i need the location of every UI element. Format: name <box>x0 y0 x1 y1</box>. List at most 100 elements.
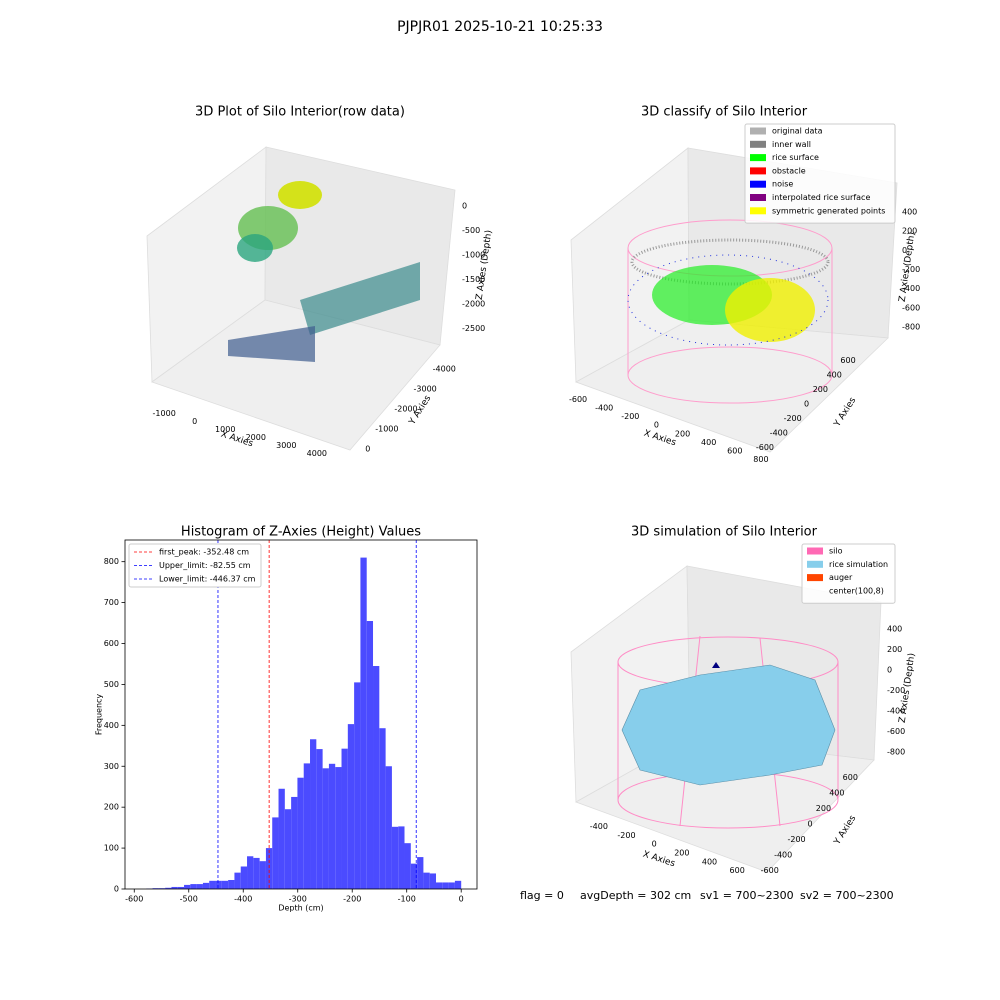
legend-label: silo <box>829 547 843 556</box>
x-tick-label: -1000 <box>153 409 176 418</box>
z-tick-label: -600 <box>902 303 920 312</box>
x-tick-label: -500 <box>180 895 198 904</box>
x-tick-label: -200 <box>621 412 639 421</box>
y-tick-label: 0 <box>365 445 370 454</box>
legend-label: Upper_limit: -82.55 cm <box>159 561 251 570</box>
bar <box>196 884 203 889</box>
z-tick-label: -2500 <box>462 324 485 333</box>
bar <box>228 879 235 889</box>
y-tick-label: 200 <box>104 803 119 812</box>
legend-label: noise <box>772 180 793 189</box>
x-tick-label: 3000 <box>276 441 296 450</box>
y-axis-label: Frequency <box>95 694 104 736</box>
x-tick-label: 600 <box>730 866 745 875</box>
bar <box>297 777 304 889</box>
legend-swatch <box>750 207 766 215</box>
bar <box>284 809 292 889</box>
y-tick-label: 300 <box>104 762 119 771</box>
y-tick-label: -1000 <box>375 425 398 434</box>
x-tick-label: 0 <box>654 421 659 430</box>
y-tick-label: 800 <box>104 557 119 566</box>
z-tick-label: -1000 <box>462 250 485 259</box>
bar <box>303 763 311 889</box>
legend-label: rice surface <box>772 153 819 162</box>
z-tick-label: 0 <box>887 665 892 674</box>
cloud-1 <box>228 181 420 362</box>
y-tick-label: 600 <box>104 639 119 648</box>
y-tick-label: 200 <box>813 385 828 394</box>
z-tick-label: -600 <box>887 727 905 736</box>
x-tick-label: 400 <box>701 438 716 447</box>
legend-label: first_peak: -352.48 cm <box>159 548 249 557</box>
y-tick-label: 100 <box>104 844 119 853</box>
bar <box>398 826 405 889</box>
bar <box>429 873 437 889</box>
bar <box>259 861 266 889</box>
z-tick-label: -2000 <box>462 299 485 308</box>
z-tick-label: 400 <box>887 624 902 633</box>
legend-box <box>744 123 896 224</box>
cloud-4 <box>617 635 839 829</box>
bar <box>165 887 172 889</box>
y-tick-label: 400 <box>104 721 119 730</box>
z-tick-label: -1500 <box>462 275 485 284</box>
y-tick-label: 700 <box>104 598 119 607</box>
suptitle: PJPJR01 2025-10-21 10:25:33 <box>397 19 603 35</box>
legend-swatch <box>807 560 823 568</box>
y-tick-label: -600 <box>761 866 779 875</box>
chart-title: Histogram of Z-Axies (Height) Values <box>181 525 421 540</box>
legend-swatch <box>807 574 823 582</box>
bar <box>190 884 197 889</box>
z-axis-label: Z Axies (Depth) <box>475 229 495 300</box>
y-tick-label: -600 <box>756 443 774 452</box>
bar <box>385 766 392 889</box>
y-tick-label: 500 <box>104 680 119 689</box>
chart-title: 3D Plot of Silo Interior(row data) <box>195 105 405 120</box>
z-tick-label: 0 <box>462 201 467 210</box>
x-tick-label: 0 <box>192 417 197 426</box>
bar <box>158 888 166 889</box>
y-tick-label: -2000 <box>394 405 417 414</box>
bar <box>278 788 285 889</box>
plot-frame <box>124 539 478 890</box>
x-axis-label: X Axies <box>642 429 677 449</box>
legend-label: auger <box>829 573 853 582</box>
bar <box>272 817 279 889</box>
x-tick-label: -400 <box>590 822 608 831</box>
bar <box>373 666 380 889</box>
z-tick-label: -800 <box>887 747 905 756</box>
bar <box>171 886 178 889</box>
bar <box>328 763 336 889</box>
legend-swatch <box>750 154 766 162</box>
bar <box>448 882 455 889</box>
z-tick-label: -800 <box>902 322 920 331</box>
legend-swatch <box>750 127 766 135</box>
bar <box>240 866 248 889</box>
bar <box>366 621 374 889</box>
x-tick-label: 800 <box>753 455 768 464</box>
bar <box>253 857 260 889</box>
z-tick-label: 400 <box>902 208 917 217</box>
chart-title: 3D simulation of Silo Interior <box>631 525 818 540</box>
bar <box>152 888 159 889</box>
status-text: flag = 0 <box>520 889 564 902</box>
status: flag = 0 avgDepth = 302 cm sv1 = 700~2300 s… <box>520 889 894 902</box>
x-tick-label: 2000 <box>246 433 266 442</box>
y-tick-label: 600 <box>840 356 855 365</box>
x-tick-label: 600 <box>727 447 742 456</box>
y-tick-label: 400 <box>827 370 842 379</box>
bar <box>360 557 367 889</box>
status-text: sv1 = 700~2300 <box>700 889 794 902</box>
y-tick-label: 200 <box>816 804 831 813</box>
y-tick-label: 400 <box>829 789 844 798</box>
bar <box>417 857 424 889</box>
bar <box>209 880 216 889</box>
x-tick-label: -200 <box>617 831 635 840</box>
legend-label: obstacle <box>772 166 806 175</box>
x-tick-label: 4000 <box>307 449 327 458</box>
legend-swatch <box>750 167 766 175</box>
bar <box>291 796 298 889</box>
x-axis-label: Depth (cm) <box>278 904 323 913</box>
y-tick-label: 0 <box>114 885 119 894</box>
z-tick-label: 200 <box>902 227 917 236</box>
